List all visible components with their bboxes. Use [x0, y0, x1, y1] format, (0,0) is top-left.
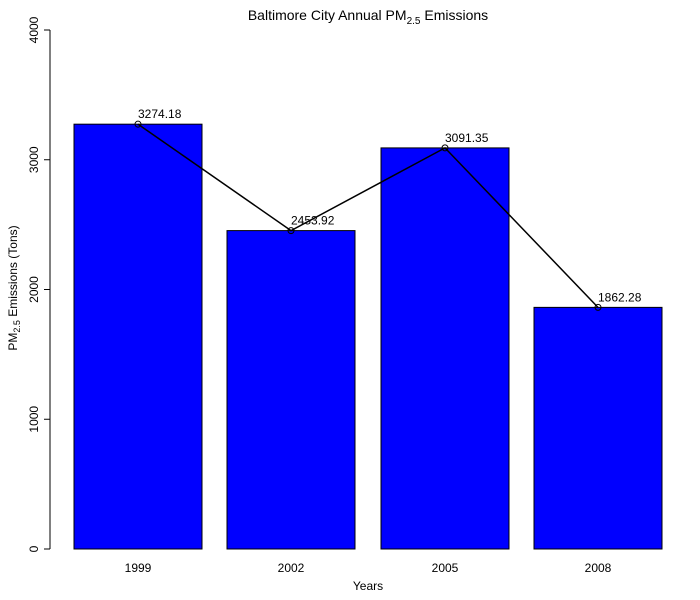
y-axis-ticks: 0 1000 2000 3000 4000 — [27, 16, 50, 552]
y-axis-label-main: PM — [6, 333, 20, 351]
y-axis-label-suffix: Emissions (Tons) — [6, 225, 20, 320]
point-marker-2002 — [287, 227, 295, 235]
series-line — [137, 123, 599, 308]
chart-title-subscript: 2.5 — [407, 16, 421, 27]
x-tick-label: 1999 — [125, 561, 152, 575]
point-marker-2008 — [594, 303, 602, 311]
bar-2002 — [226, 230, 356, 550]
point-marker-1999 — [134, 120, 142, 128]
bar-group — [73, 123, 663, 550]
x-tick-label: 2002 — [278, 561, 305, 575]
value-label: 2453.92 — [291, 214, 335, 228]
y-tick-label: 1000 — [27, 406, 41, 433]
x-axis-label: Years — [353, 579, 383, 593]
y-tick-label: 3000 — [27, 146, 41, 173]
value-line-overlay — [134, 120, 602, 311]
x-tick-labels: 1999 2002 2005 2008 — [125, 561, 612, 575]
bar-1999 — [73, 123, 203, 550]
y-axis-label-subscript: 2.5 — [12, 320, 22, 333]
bar-2005 — [380, 147, 510, 550]
point-marker-2005 — [441, 144, 449, 152]
y-tick-label: 4000 — [27, 16, 41, 43]
value-label: 3274.18 — [138, 107, 182, 121]
bar-2008 — [533, 306, 663, 550]
y-axis-label: PM2.5 Emissions (Tons) — [6, 225, 22, 350]
value-label: 1862.28 — [598, 290, 642, 304]
chart-title-suffix: Emissions — [420, 7, 488, 23]
chart-title: Baltimore City Annual PM2.5 Emissions — [248, 7, 488, 27]
x-tick-label: 2005 — [432, 561, 459, 575]
value-label: 3091.35 — [445, 131, 489, 145]
value-labels: 3274.18 2453.92 3091.35 1862.28 — [138, 107, 642, 304]
y-tick-label: 0 — [27, 545, 41, 552]
y-tick-label: 2000 — [27, 276, 41, 303]
chart-title-main: Baltimore City Annual PM — [248, 7, 407, 23]
x-tick-label: 2008 — [585, 561, 612, 575]
